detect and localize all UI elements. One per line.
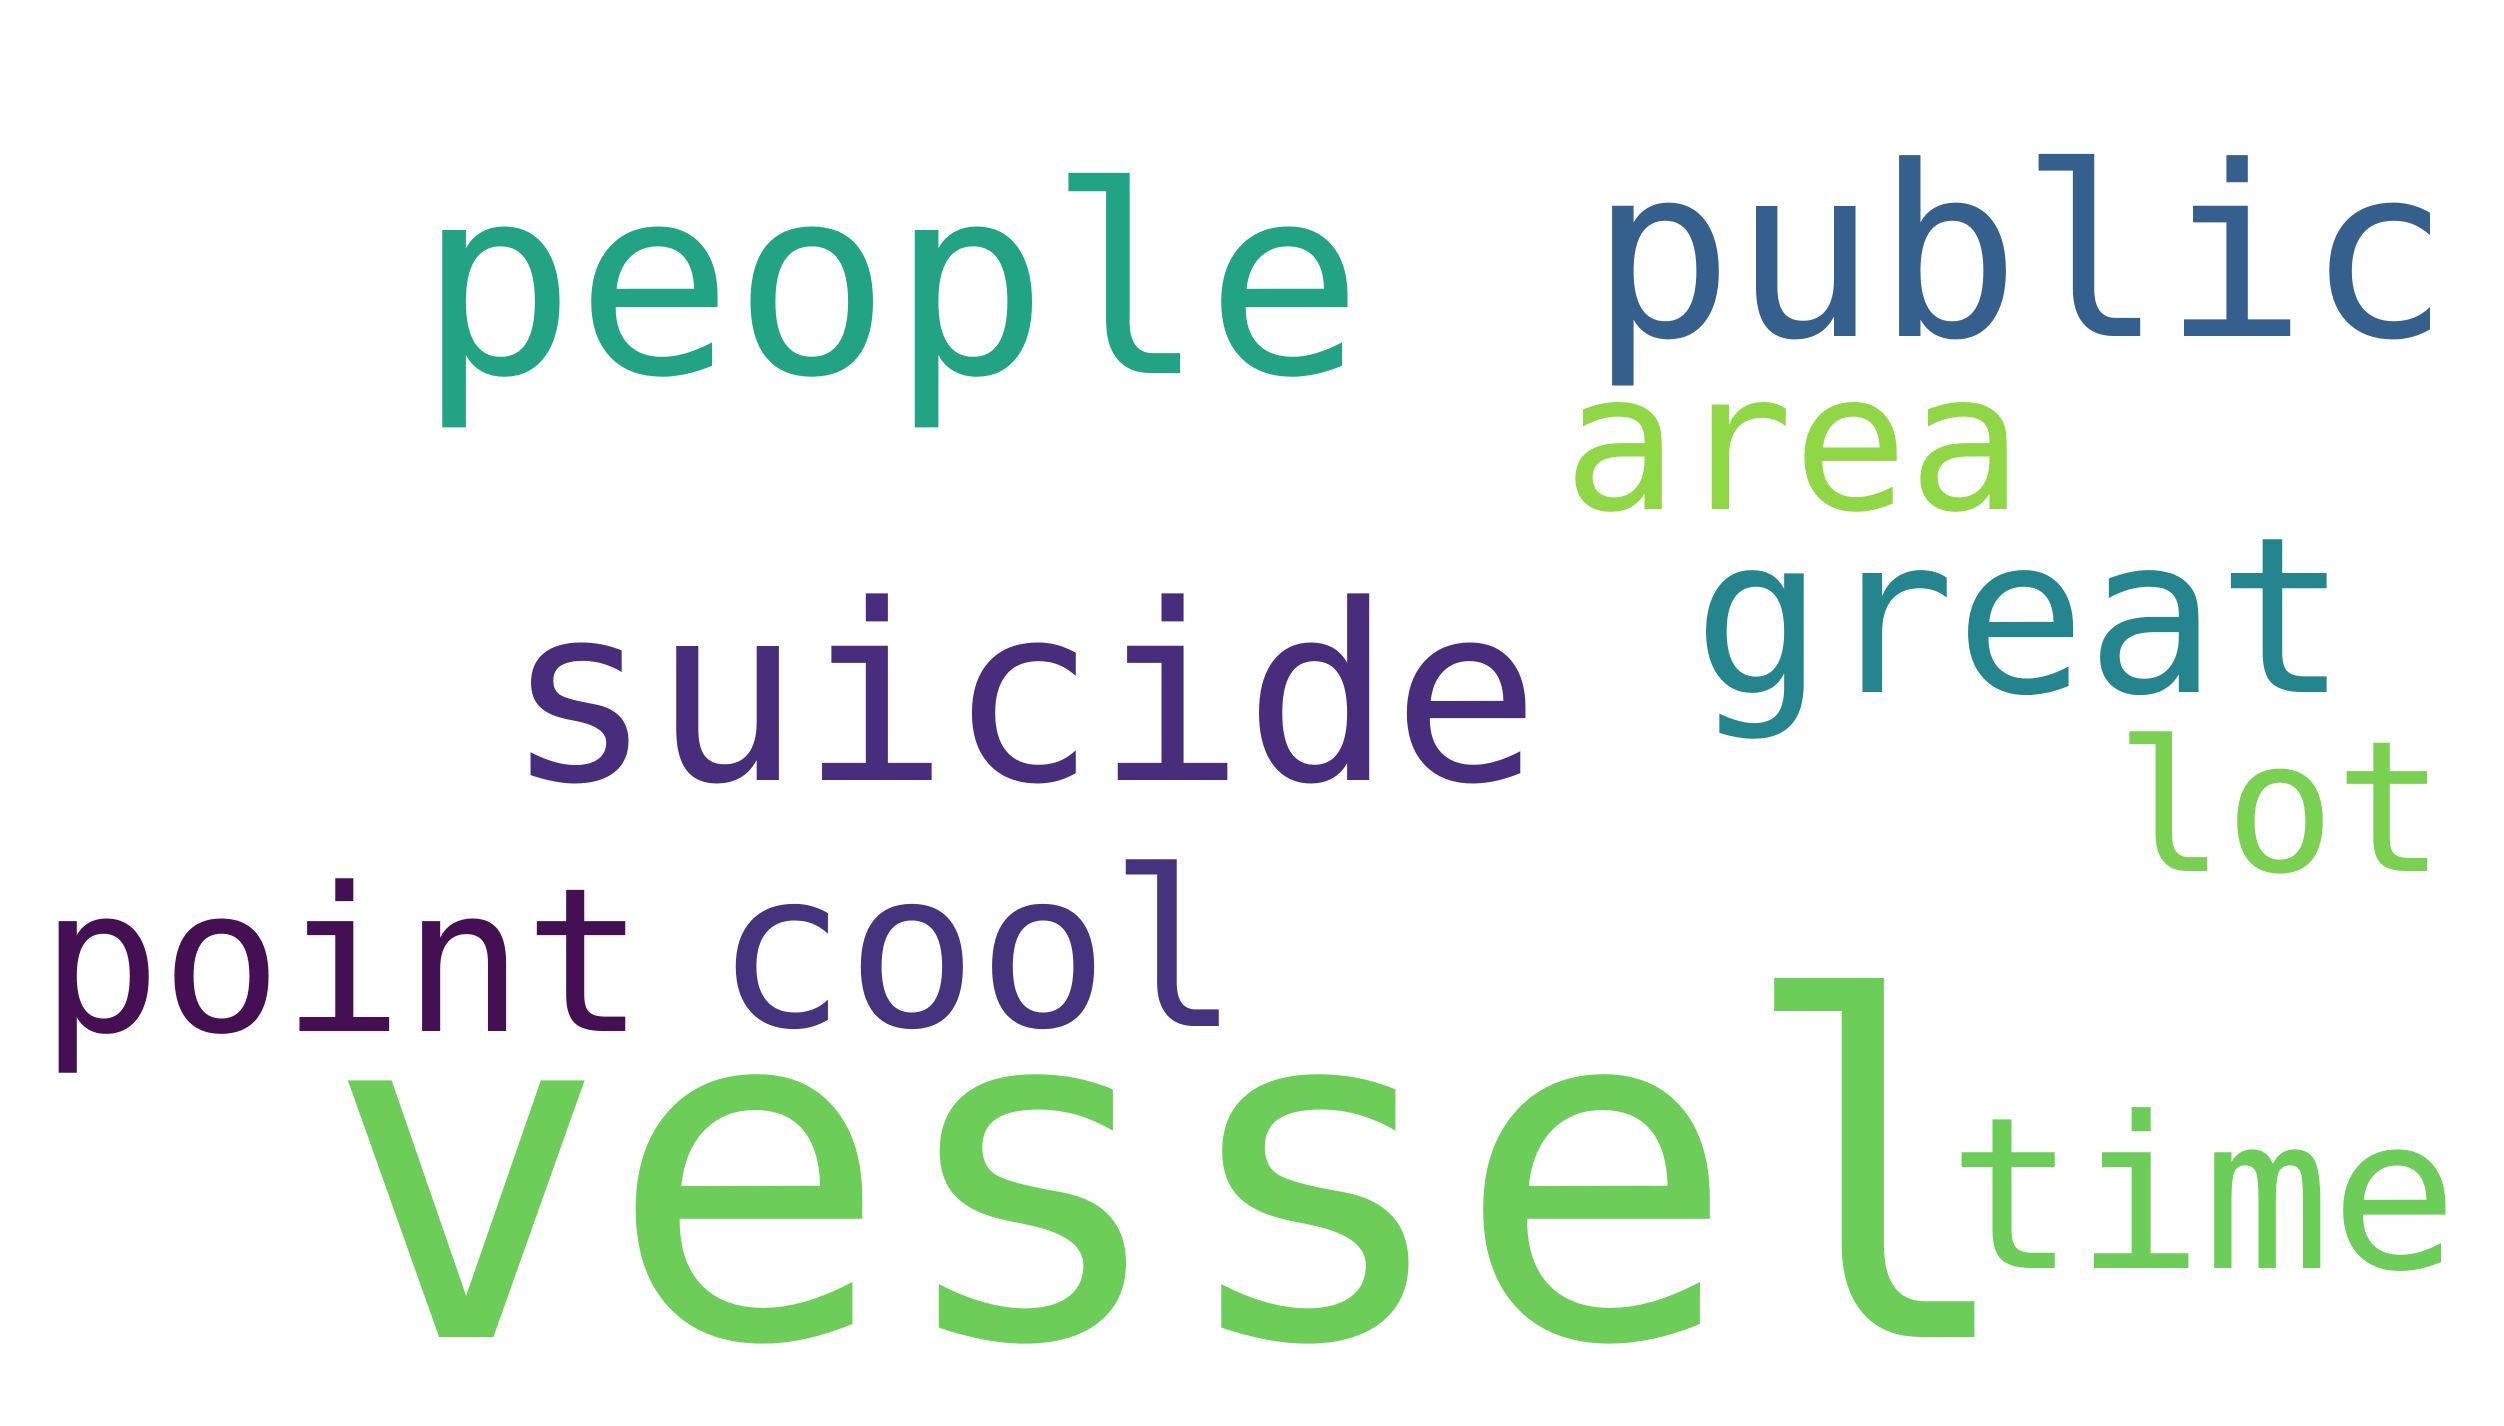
word-vessel: vessel [325,901,2020,1426]
word-great: great [1693,490,2348,744]
word-time: time [1948,1070,2458,1318]
word-public: public [1590,115,2450,393]
word-point: point [40,845,645,1080]
word-suicide: suicide [505,551,1540,838]
word-area: area [1563,333,2023,555]
word-cool: cool [715,825,1240,1078]
word-people: people [418,129,1363,435]
word-lot: lot [2115,701,2445,915]
